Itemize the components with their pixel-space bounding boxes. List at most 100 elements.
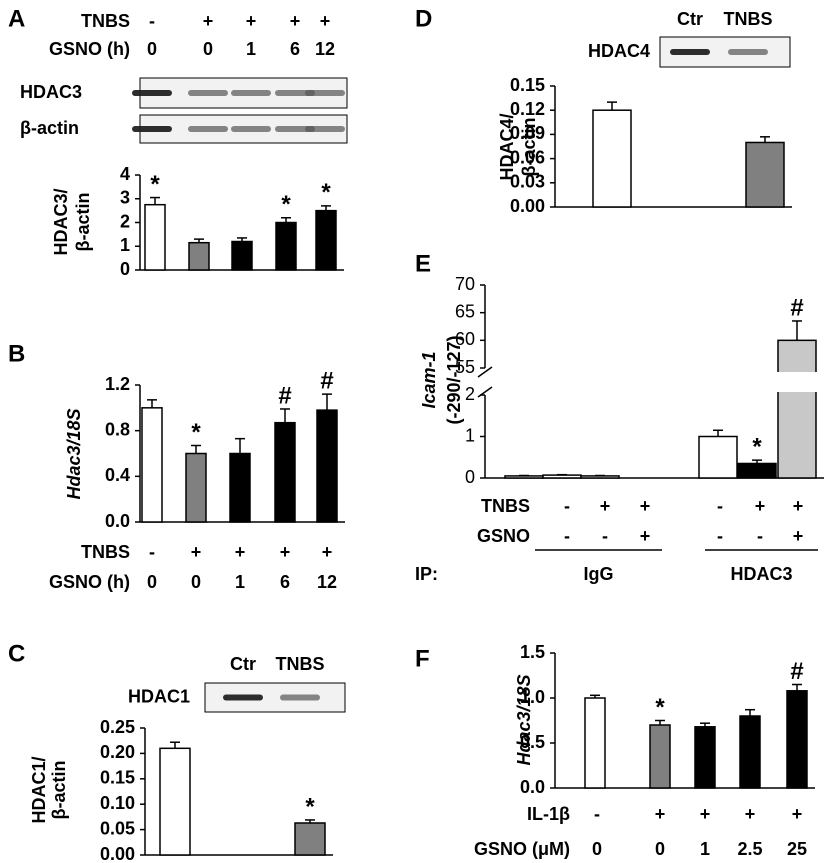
group-name: HDAC3 <box>730 564 792 584</box>
group-name: IgG <box>584 564 614 584</box>
condition-label: + <box>290 11 301 31</box>
y-tick-label: 2 <box>465 384 475 404</box>
y-tick-label: 0.0 <box>520 777 545 797</box>
condition-label: + <box>755 496 766 516</box>
lane-label: TNBS <box>276 654 325 674</box>
annotation: * <box>752 433 762 460</box>
y-tick-label: 0 <box>465 467 475 487</box>
blot-band <box>231 126 271 132</box>
y-axis-label: β-actin <box>519 118 539 177</box>
lane-label: Ctr <box>230 654 256 674</box>
y-axis-label: Hdac3/18S <box>514 674 534 765</box>
y-tick-label: 55 <box>455 357 475 377</box>
condition-label: + <box>655 804 666 824</box>
bar <box>777 339 817 479</box>
annotation: # <box>790 658 803 685</box>
y-tick-label: 0.15 <box>100 768 135 788</box>
bar <box>592 109 632 208</box>
condition-name: GSNO (μM) <box>474 839 570 859</box>
group-label: IP: <box>415 564 438 584</box>
condition-label: 1 <box>246 39 256 59</box>
condition-label: - <box>149 542 155 562</box>
y-tick-label: 0.25 <box>100 717 135 737</box>
y-tick-label: 4 <box>120 164 130 184</box>
annotation: * <box>655 694 665 721</box>
bar <box>745 141 785 208</box>
blot-band <box>305 90 345 96</box>
annotation: * <box>150 171 160 198</box>
bar <box>739 715 761 789</box>
y-tick-label: 1 <box>465 425 475 445</box>
condition-label: - <box>717 496 723 516</box>
bar <box>786 690 808 789</box>
bar <box>698 435 738 479</box>
bar <box>229 452 251 523</box>
condition-label: 6 <box>290 39 300 59</box>
y-tick-label: 0.5 <box>520 732 545 752</box>
annotation: * <box>191 419 201 446</box>
condition-label: 1 <box>235 572 245 592</box>
condition-label: - <box>149 11 155 31</box>
y-tick-label: 1.0 <box>520 687 545 707</box>
condition-name: GSNO (h) <box>49 572 130 592</box>
condition-label: - <box>757 526 763 546</box>
y-tick-label: 0.8 <box>105 419 130 439</box>
bar <box>275 221 297 271</box>
condition-name: TNBS <box>81 542 130 562</box>
condition-label: + <box>745 804 756 824</box>
lane-label: TNBS <box>724 9 773 29</box>
condition-name: IL-1β <box>527 804 570 824</box>
y-tick-label: 0.15 <box>510 75 545 95</box>
y-tick-label: 1.2 <box>105 374 130 394</box>
condition-label: + <box>640 496 651 516</box>
blot-row-label: HDAC3 <box>20 82 82 102</box>
blot-band <box>728 49 768 55</box>
y-tick-label: 1 <box>120 235 130 255</box>
axis-gap <box>776 372 818 392</box>
blot-row-label: HDAC1 <box>128 686 190 706</box>
bar <box>144 203 166 271</box>
blot-band <box>305 126 345 132</box>
condition-label: - <box>594 804 600 824</box>
annotation: * <box>321 179 331 206</box>
condition-label: + <box>191 542 202 562</box>
y-tick-label: 0.12 <box>510 99 545 119</box>
y-axis-label: β-actin <box>73 193 93 252</box>
condition-label: 1 <box>700 839 710 859</box>
y-tick-label: 0.00 <box>510 196 545 216</box>
condition-label: 0 <box>147 39 157 59</box>
condition-label: - <box>564 526 570 546</box>
condition-label: + <box>793 526 804 546</box>
blot-frame <box>659 36 791 68</box>
condition-label: + <box>600 496 611 516</box>
panel-label: F <box>415 645 430 672</box>
condition-label: + <box>640 526 651 546</box>
blot-band <box>223 694 263 701</box>
y-axis-label: HDAC4/ <box>497 113 517 180</box>
condition-label: + <box>793 496 804 516</box>
y-tick-label: 3 <box>120 188 130 208</box>
panel-label: C <box>8 640 25 667</box>
bar <box>185 452 207 523</box>
bar <box>584 697 606 789</box>
blot-row-label: HDAC4 <box>588 41 650 61</box>
condition-name: TNBS <box>481 496 530 516</box>
lane-label: Ctr <box>677 9 703 29</box>
y-axis-label: Hdac3/18S <box>64 408 84 499</box>
bar <box>694 726 716 789</box>
bar <box>274 421 296 523</box>
blot-band <box>275 90 315 96</box>
panel-label: E <box>415 250 431 277</box>
bar <box>188 241 210 271</box>
y-tick-label: 0.4 <box>105 465 130 485</box>
bar <box>141 407 163 523</box>
annotation: # <box>278 382 291 409</box>
condition-label: + <box>792 804 803 824</box>
annotation: * <box>305 793 315 820</box>
y-axis-label: Icam-1 <box>419 351 439 408</box>
blot-row-label: β-actin <box>20 118 79 138</box>
y-tick-label: 0.06 <box>510 147 545 167</box>
bar <box>649 724 671 789</box>
y-tick-label: 70 <box>455 274 475 294</box>
